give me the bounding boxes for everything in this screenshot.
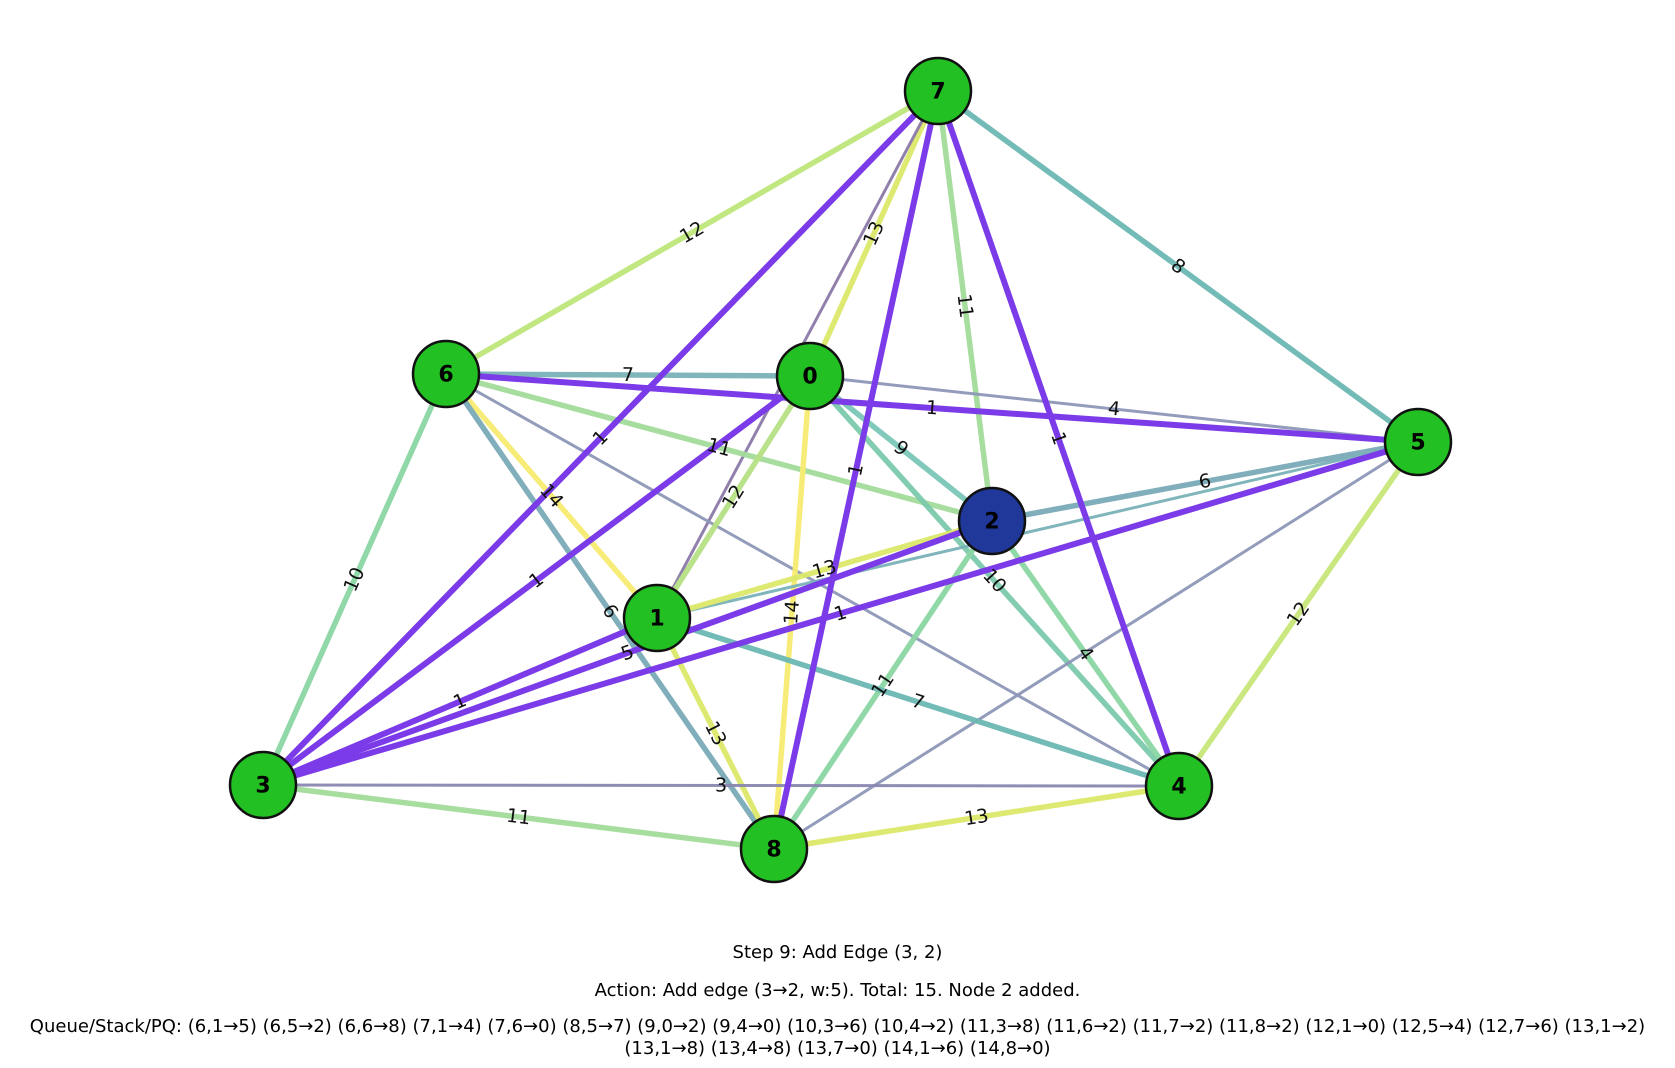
step-title: Step 9: Add Edge (3, 2) [732,942,943,963]
edge-weight-label: 11 [704,434,733,462]
edge-6-5 [443,371,1421,445]
edge-3-1 [260,615,660,788]
edge-0-8 [771,373,813,852]
edge-1-4 [654,615,1182,789]
edge-8-7 [771,88,941,852]
edge-1-5 [655,440,1420,620]
edge-weight-label: 1 [925,397,939,420]
action-description: Action: Add edge (3→2, w:5). Total: 15. … [594,980,1081,1001]
node-circle [1383,407,1453,477]
node-label: 3 [255,774,270,799]
edge-0-5 [808,374,1420,444]
edge-0-4 [807,373,1182,789]
node-0: 0 [775,341,845,411]
node-circle [739,814,809,884]
edge-layer [260,88,1421,852]
edge-1-8 [654,615,777,852]
node-label: 8 [766,838,781,863]
edge-weight-label: 13 [859,218,889,249]
node-label: 6 [438,363,453,388]
node-circle [903,56,973,126]
edge-0-1 [654,373,813,621]
node-label: 7 [930,80,945,105]
node-circle [957,486,1027,556]
edge-6-3 [260,371,449,788]
edge-weight-label: 11 [505,805,532,830]
edge-weight-label: 14 [780,600,804,626]
edge-8-4 [771,783,1182,852]
node-5: 5 [1383,407,1453,477]
edge-6-0 [443,371,813,379]
edge-3-4 [261,783,1181,788]
edge-weight-label: 4 [1107,397,1121,420]
edge-weight-label: 12 [718,481,750,513]
node-circle [622,583,692,653]
edge-6-8 [443,371,777,852]
node-3: 3 [228,750,298,820]
edge-weight-label: 7 [622,364,634,386]
queue-line-1: Queue/Stack/PQ: (6,1→5) (6,5→2) (6,6→8) … [29,1016,1646,1037]
edge-5-8 [772,440,1420,851]
edge-3-8 [260,782,777,852]
edge-weight-label: 1 [832,601,850,626]
edge-4-7 [935,88,1182,789]
edge-3-7 [260,88,941,788]
edge-0-3 [260,373,813,788]
priority-queue-contents: Queue/Stack/PQ: (6,1→5) (6,5→2) (6,6→8) … [0,1016,1675,1060]
edge-weight-label: 3 [715,774,727,796]
edge-6-4 [444,372,1181,788]
edge-weight-label: 12 [676,217,708,248]
node-label: 4 [1171,775,1186,800]
edge-weight-label: 11 [953,293,978,320]
node-circle [775,341,845,411]
queue-line-2: (13,1→8) (13,4→8) (13,7→0) (14,1→6) (14,… [624,1038,1051,1059]
edge-5-4 [1176,439,1421,789]
node-2: 2 [957,486,1027,556]
node-7: 7 [903,56,973,126]
edge-1-2 [654,518,995,621]
edge-0-7 [807,88,941,379]
edge-weight-label: 1 [844,462,868,478]
edge-weight-label: 6 [1197,470,1213,494]
node-1: 1 [622,583,692,653]
node-8: 8 [739,814,809,884]
edge-3-2 [260,518,995,788]
edge-2-4 [989,518,1182,789]
node-circle [228,750,298,820]
edge-weight-label: 13 [963,805,990,830]
edge-6-1 [443,371,660,621]
node-6: 6 [411,339,481,409]
edge-6-7 [443,88,941,377]
edge-3-5 [260,439,1421,788]
node-4: 4 [1144,751,1214,821]
edge-2-5 [989,439,1421,524]
edge-5-7 [935,88,1421,445]
edge-2-8 [771,518,995,852]
node-label: 1 [649,607,664,632]
node-label: 2 [984,510,999,535]
node-circle [411,339,481,409]
edge-weight-label: 10 [340,564,370,595]
edge-2-7 [935,88,995,524]
node-label: 0 [802,365,817,390]
node-circle [1144,751,1214,821]
node-label: 5 [1410,431,1425,456]
